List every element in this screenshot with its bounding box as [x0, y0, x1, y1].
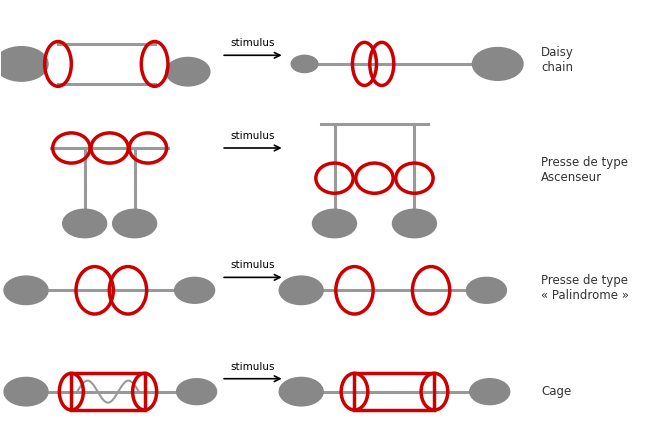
Circle shape: [175, 277, 215, 303]
Circle shape: [177, 379, 217, 404]
Circle shape: [4, 378, 48, 406]
Circle shape: [472, 48, 523, 80]
Text: stimulus: stimulus: [231, 362, 275, 372]
Text: Presse de type
Ascenseur: Presse de type Ascenseur: [541, 155, 628, 184]
Text: Daisy
chain: Daisy chain: [541, 46, 574, 74]
Bar: [355, 373, 434, 410]
Text: stimulus: stimulus: [231, 131, 275, 141]
Bar: [72, 373, 145, 410]
Circle shape: [166, 57, 210, 86]
Text: Cage: Cage: [541, 385, 571, 398]
Text: Presse de type
« Palindrome »: Presse de type « Palindrome »: [541, 274, 629, 302]
Circle shape: [112, 209, 157, 238]
Circle shape: [4, 276, 48, 305]
Text: stimulus: stimulus: [231, 260, 275, 270]
Circle shape: [393, 209, 436, 238]
Circle shape: [279, 378, 323, 406]
Text: stimulus: stimulus: [231, 38, 275, 49]
Circle shape: [466, 277, 506, 303]
Circle shape: [470, 379, 510, 404]
Circle shape: [0, 47, 48, 81]
Circle shape: [279, 276, 323, 305]
Circle shape: [63, 209, 106, 238]
Circle shape: [312, 209, 357, 238]
Circle shape: [291, 55, 318, 72]
